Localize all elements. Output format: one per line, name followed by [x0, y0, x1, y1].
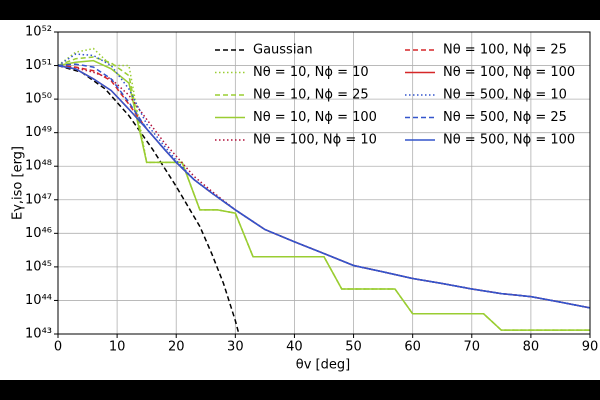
- y-tick-label: 10⁴⁴: [25, 293, 52, 308]
- plot-frame: [57, 31, 591, 335]
- x-tick-label: 0: [54, 340, 62, 355]
- legend-label: Gaussian: [253, 43, 313, 58]
- top-band: [0, 0, 600, 20]
- x-axis-label: θv [deg]: [296, 358, 350, 373]
- x-tick-label: 20: [168, 340, 185, 355]
- y-tick-label: 10⁵¹: [25, 58, 52, 73]
- y-tick-label: 10⁴⁶: [25, 226, 52, 241]
- y-axis-label: Eγ,iso [erg]: [11, 146, 26, 220]
- x-tick-label: 70: [464, 340, 481, 355]
- series-line: [58, 64, 590, 309]
- bottom-band: [0, 380, 600, 400]
- y-tick-label: 10⁴⁸: [25, 159, 52, 174]
- x-tick-label: 10: [109, 340, 126, 355]
- legend-label: Nθ = 10, Nϕ = 25: [253, 88, 369, 103]
- y-tick-label: 10⁴⁷: [25, 192, 52, 207]
- x-tick-label: 40: [286, 340, 303, 355]
- legend-label: Nθ = 100, Nϕ = 10: [253, 133, 377, 148]
- legend-label: Nθ = 500, Nϕ = 10: [443, 88, 567, 103]
- x-tick-label: 80: [523, 340, 540, 355]
- series-line: [58, 59, 590, 331]
- y-tick-label: 10⁵⁰: [25, 92, 52, 107]
- series-line: [58, 64, 240, 334]
- x-tick-label: 30: [227, 340, 244, 355]
- y-tick-label: 10⁵²: [25, 25, 52, 40]
- x-tick-label: 50: [345, 340, 362, 355]
- legend-label: Nθ = 100, Nϕ = 25: [443, 43, 567, 58]
- legend-label: Nθ = 100, Nϕ = 100: [443, 65, 575, 80]
- plot-lines: [58, 47, 590, 334]
- legend-label: Nθ = 10, Nϕ = 10: [253, 65, 369, 80]
- y-tick-label: 10⁴⁹: [25, 125, 52, 140]
- x-tick-label: 90: [582, 340, 599, 355]
- legend-label: Nθ = 500, Nϕ = 25: [443, 110, 567, 125]
- y-tick-label: 10⁴³: [25, 327, 52, 342]
- x-tick-label: 60: [404, 340, 421, 355]
- legend-label: Nθ = 10, Nϕ = 100: [253, 110, 377, 125]
- y-tick-label: 10⁴⁵: [25, 259, 52, 274]
- legend-label: Nθ = 500, Nϕ = 100: [443, 133, 575, 148]
